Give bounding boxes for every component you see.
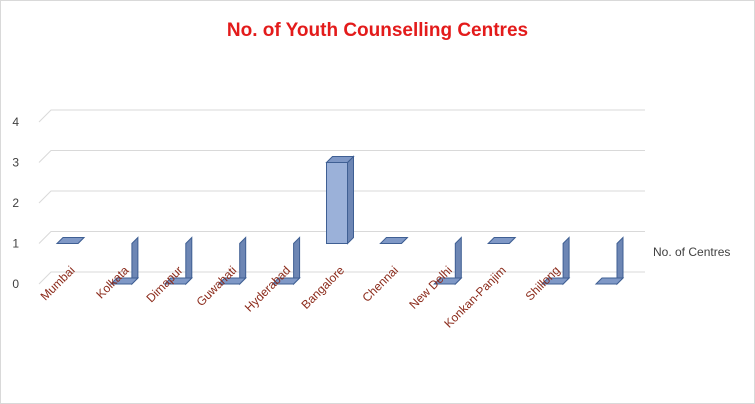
gridlines [38, 109, 645, 285]
x-tick-label: Hyderabad [242, 263, 293, 314]
chart-title: No. of Youth Counselling Centres [226, 20, 529, 41]
legend-series-name: No. of Centres [653, 245, 731, 259]
y-tick-label: 2 [12, 196, 19, 210]
y-tick-label: 4 [12, 115, 19, 129]
bar-side [131, 236, 139, 286]
gridline [38, 231, 645, 244]
x-tick-label: Chennai [360, 263, 402, 305]
bar [433, 236, 463, 286]
x-axis-labels: Mumbai Kolkata Dimapur Guwahati Hyderabad Ban… [38, 263, 563, 331]
bar [55, 237, 86, 244]
y-tick-label: 3 [12, 156, 19, 170]
gridline [38, 109, 645, 123]
bar-top [540, 277, 571, 285]
bar-top [594, 277, 625, 285]
bar-top [55, 237, 86, 244]
bar-side [562, 236, 570, 286]
bar-top [109, 277, 140, 285]
bar [271, 236, 301, 286]
bar-side [185, 236, 193, 286]
x-tick-label: Guwahati [194, 263, 240, 309]
bar-top [486, 237, 517, 244]
gridline [38, 190, 645, 204]
bar [594, 236, 625, 286]
x-tick-label: New Delhi [406, 263, 455, 312]
y-tick-label: 0 [12, 277, 19, 291]
bar [163, 236, 194, 286]
x-tick-label: Bangalore [299, 263, 348, 312]
bar [486, 237, 517, 244]
bar-top [163, 277, 194, 285]
bar-side [347, 155, 354, 245]
y-axis-ticks: 0 1 2 3 4 [12, 115, 19, 291]
bar-side [239, 236, 247, 286]
bar-side [616, 236, 624, 286]
floor-line [38, 271, 645, 285]
bar [109, 236, 140, 286]
bar [217, 236, 247, 286]
bar-top [379, 237, 409, 244]
bar-top [433, 277, 463, 285]
bars [55, 155, 625, 286]
bar-side [454, 236, 462, 286]
bar-top [271, 277, 301, 285]
bar-side [293, 236, 301, 286]
x-tick-label: Mumbai [38, 263, 78, 303]
bar-top [325, 156, 355, 163]
bar [540, 236, 571, 286]
bar [379, 237, 409, 244]
y-tick-label: 1 [12, 237, 19, 251]
bar-top [217, 277, 247, 285]
bar [325, 155, 355, 245]
gridline [38, 150, 645, 163]
bar-front [326, 162, 348, 244]
